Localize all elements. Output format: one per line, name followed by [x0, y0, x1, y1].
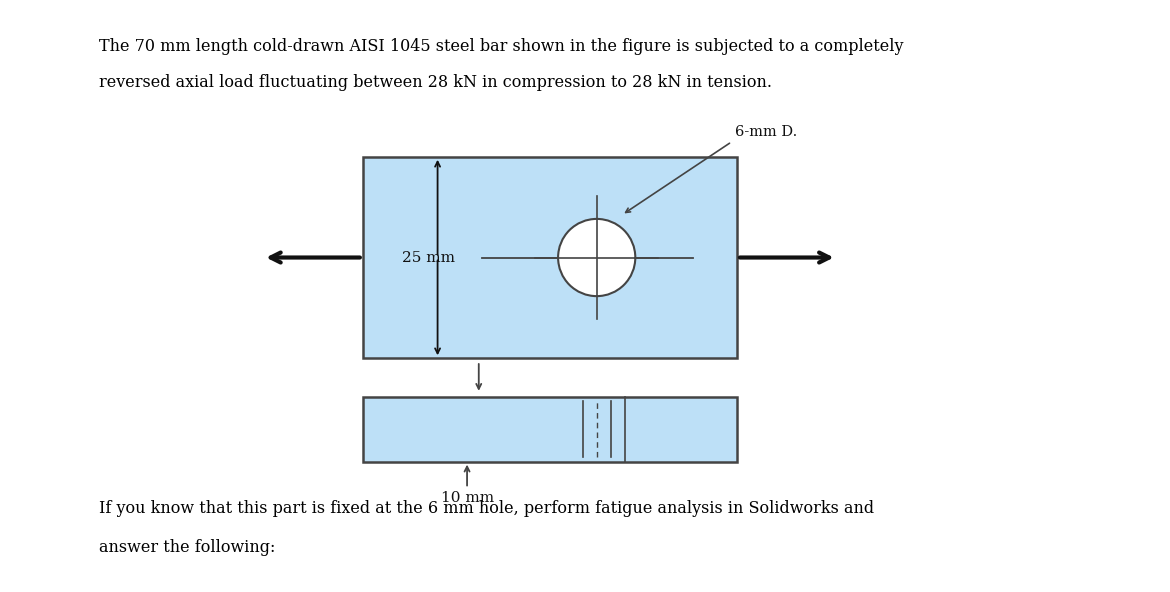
- Ellipse shape: [558, 219, 635, 296]
- Text: 6-mm D.: 6-mm D.: [736, 125, 798, 139]
- Text: 25 mm: 25 mm: [402, 250, 455, 265]
- Bar: [363, 157, 737, 358]
- Text: answer the following:: answer the following:: [99, 539, 276, 556]
- Text: reversed axial load fluctuating between 28 kN in compression to 28 kN in tension: reversed axial load fluctuating between …: [99, 74, 772, 91]
- Text: 10 mm: 10 mm: [440, 491, 494, 506]
- Text: If you know that this part is fixed at the 6 mm hole, perform fatigue analysis i: If you know that this part is fixed at t…: [99, 500, 875, 517]
- Text: The 70 mm length cold-drawn AISI 1045 steel bar shown in the figure is subjected: The 70 mm length cold-drawn AISI 1045 st…: [99, 38, 904, 56]
- Bar: [363, 397, 737, 462]
